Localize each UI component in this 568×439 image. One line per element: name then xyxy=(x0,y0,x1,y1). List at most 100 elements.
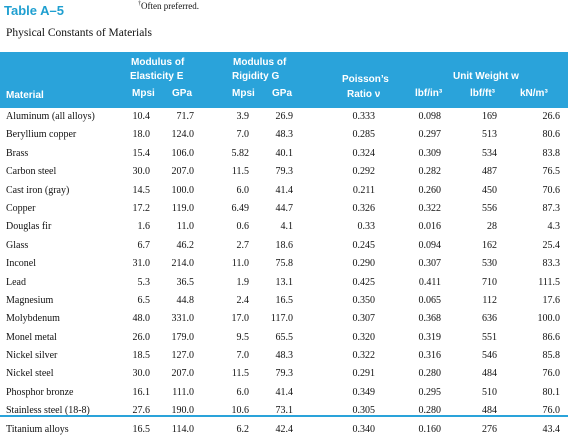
table-cell: 76.0 xyxy=(542,405,561,417)
table-row: Nickel steel 30.0 207.0 11.5 79.3 0.291 0.280 4… xyxy=(0,365,568,383)
table-cell: 207.0 xyxy=(171,368,195,380)
table-cell: 10.6 xyxy=(231,405,250,417)
table-cell: 71.7 xyxy=(176,111,195,122)
table-cell: 0.297 xyxy=(418,129,442,141)
table-cell: 114.0 xyxy=(171,423,194,435)
table-cell: 79.3 xyxy=(275,368,294,380)
table-cell: 190.0 xyxy=(171,405,195,417)
table-cell: 207.0 xyxy=(171,166,195,178)
table-cell: 18.6 xyxy=(275,239,294,251)
table-cell: 6.49 xyxy=(231,202,250,214)
table-row: Inconel 31.0 214.0 11.0 75.8 0.290 0.307 530 83.… xyxy=(0,255,568,273)
table-cell: 117.0 xyxy=(270,313,293,325)
table-cell: 484 xyxy=(482,368,497,380)
table-cell: 17.0 xyxy=(231,313,250,325)
table-cell: 546 xyxy=(482,350,497,362)
table-row: Glass 6.7 46.2 2.7 18.6 0.245 0.094 162 25.4 xyxy=(0,237,568,255)
table-cell: 0.320 xyxy=(352,331,376,343)
table-cell: 534 xyxy=(482,147,497,159)
table-row: Aluminum (all alloys) 10.4 71.7 3.9 26.9 0.33… xyxy=(0,108,568,126)
table-cell: 7.0 xyxy=(236,350,250,362)
material-name: Molybdenum xyxy=(6,313,60,325)
header-rigidity-line1: Modulus of xyxy=(233,57,287,68)
table-cell: 28 xyxy=(487,221,497,233)
material-name: Glass xyxy=(6,239,29,251)
footnote-marker: † xyxy=(138,1,141,7)
table-cell: 450 xyxy=(482,184,497,196)
table-cell: 46.2 xyxy=(176,239,195,251)
table-cell: 6.7 xyxy=(137,239,151,251)
table-cell: 79.3 xyxy=(275,166,294,178)
table-cell: 169 xyxy=(482,111,497,122)
table-cell: 0.280 xyxy=(418,368,442,380)
table-cell: 83.3 xyxy=(542,258,561,270)
material-name: Stainless steel (18-8) xyxy=(6,405,90,417)
table-cell: 0.6 xyxy=(236,221,250,233)
table-cell: 0.065 xyxy=(418,294,442,306)
table-cell: 513 xyxy=(482,129,497,141)
table-row: Phosphor bronze 16.1 111.0 6.0 41.4 0.349 0.29… xyxy=(0,384,568,402)
table-cell: 41.4 xyxy=(275,184,294,196)
table-row: Lead 5.3 36.5 1.9 13.1 0.425 0.411 710 111.5 xyxy=(0,274,568,292)
table-cell: 80.1 xyxy=(542,386,561,398)
table-header: Material Modulus of Elasticity E Modulus… xyxy=(0,52,568,108)
table-cell: 0.260 xyxy=(418,184,442,196)
table-cell: 48.3 xyxy=(275,350,294,362)
material-name: Cast iron (gray) xyxy=(6,184,70,196)
table-cell: 17.2 xyxy=(132,202,151,214)
table-cell: 16.5 xyxy=(132,423,151,435)
table-caption: Physical Constants of Materials xyxy=(6,27,152,39)
header-elasticity-line2: Elasticity E xyxy=(130,71,184,82)
header-gpa-rigidity: GPa xyxy=(272,88,293,99)
material-name: Phosphor bronze xyxy=(6,386,74,398)
header-lbf-in3: lbf/in³ xyxy=(415,88,443,99)
table-cell: 127.0 xyxy=(171,350,195,362)
table-cell: 2.7 xyxy=(236,239,250,251)
table-cell: 43.4 xyxy=(542,423,561,435)
table-cell: 6.0 xyxy=(236,184,250,196)
material-name: Carbon steel xyxy=(6,166,57,178)
table-cell: 40.1 xyxy=(275,147,294,159)
header-poisson-line2: Ratio ν xyxy=(347,89,381,100)
header-poisson-line1: Poisson’s xyxy=(342,74,389,85)
table-cell: 85.8 xyxy=(542,350,561,362)
table-cell: 0.280 xyxy=(418,405,442,417)
table-row: Magnesium 6.5 44.8 2.4 16.5 0.350 0.065 112 17.6 xyxy=(0,292,568,310)
table-bottom-rule xyxy=(0,415,568,417)
table-cell: 0.322 xyxy=(352,350,376,362)
table-cell: 13.1 xyxy=(275,276,294,288)
table-cell: 83.8 xyxy=(542,147,561,159)
table-cell: 0.340 xyxy=(352,423,376,435)
table-row: Molybdenum 48.0 331.0 17.0 117.0 0.307 0.368 63… xyxy=(0,310,568,328)
table-row: Nickel silver 18.5 127.0 7.0 48.3 0.322 0.316 5… xyxy=(0,347,568,365)
table-cell: 44.7 xyxy=(275,202,294,214)
table-cell: 0.350 xyxy=(352,294,376,306)
material-name: Beryllium copper xyxy=(6,129,77,141)
table-cell: 4.1 xyxy=(280,221,294,233)
table-cell: 0.319 xyxy=(418,331,442,343)
table-cell: 556 xyxy=(482,202,497,214)
table-cell: 7.0 xyxy=(236,129,250,141)
table-cell: 48.3 xyxy=(275,129,294,141)
table-cell: 510 xyxy=(482,386,497,398)
table-cell: 25.4 xyxy=(542,239,561,251)
table-cell: 0.333 xyxy=(352,111,376,122)
header-weight-line1: Unit Weight w xyxy=(453,71,519,82)
table-cell: 551 xyxy=(482,331,497,343)
table-cell: 9.5 xyxy=(236,331,250,343)
material-name: Lead xyxy=(6,276,26,288)
header-kn-m3: kN/m³ xyxy=(520,88,548,99)
table-row: Stainless steel (18-8) 27.6 190.0 10.6 73.1 0… xyxy=(0,402,568,420)
table-cell: 0.326 xyxy=(352,202,376,214)
material-name: Aluminum (all alloys) xyxy=(6,111,95,122)
table-cell: 214.0 xyxy=(171,258,195,270)
table-cell: 0.291 xyxy=(352,368,376,380)
table-cell: 124.0 xyxy=(171,129,195,141)
table-cell: 0.282 xyxy=(418,166,442,178)
table-cell: 0.411 xyxy=(418,276,441,288)
table-cell: 0.016 xyxy=(418,221,442,233)
table-cell: 106.0 xyxy=(171,147,195,159)
table-cell: 6.0 xyxy=(236,386,250,398)
footnote: †Often preferred. xyxy=(138,1,199,11)
table-cell: 11.0 xyxy=(176,221,194,233)
